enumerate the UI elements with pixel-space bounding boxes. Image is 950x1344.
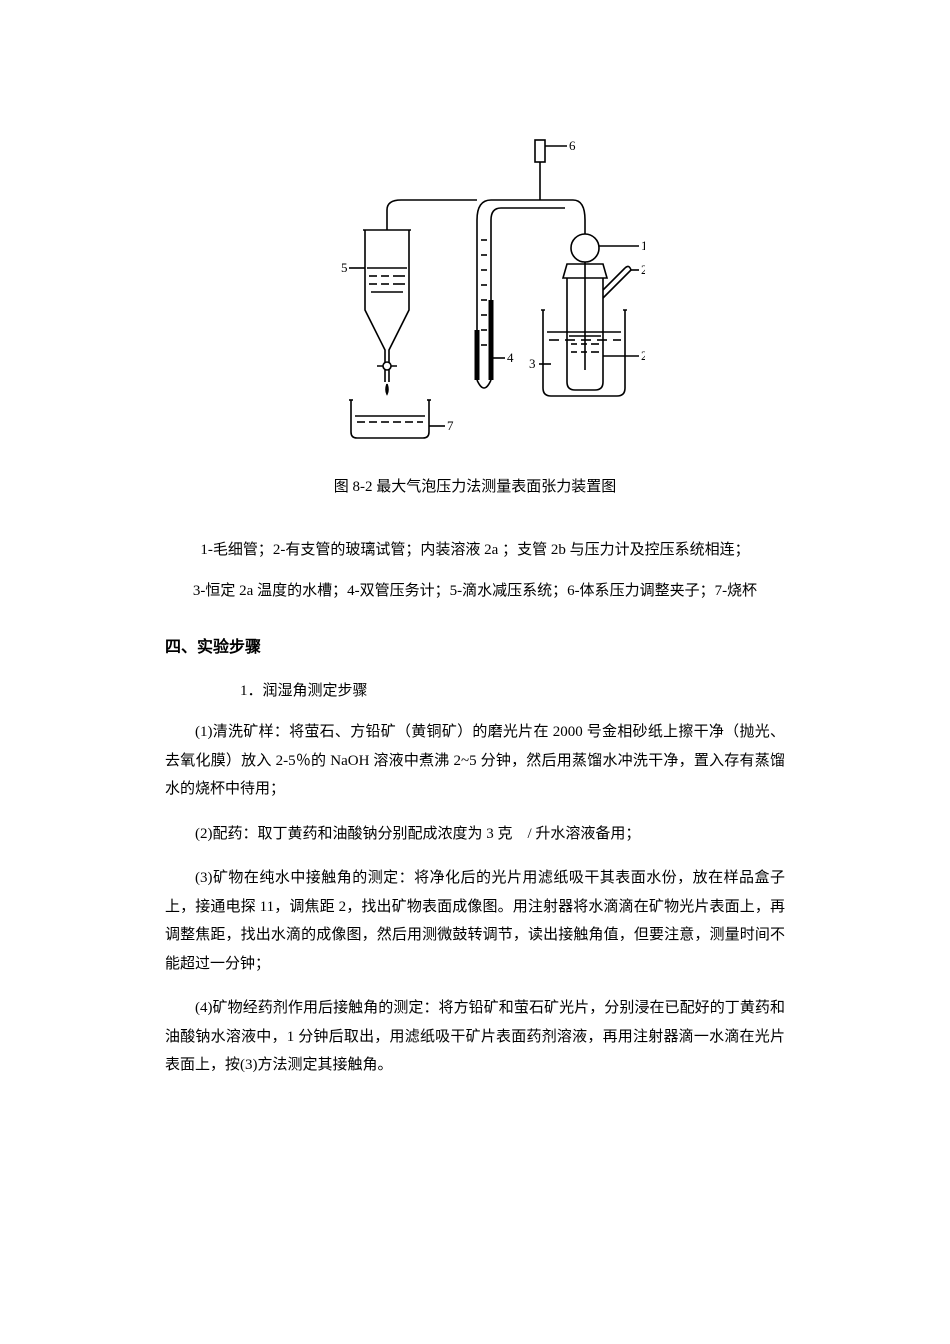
diagram-label-5: 5 [341, 260, 348, 275]
step-2: (2)配药：取丁黄药和油酸钠分别配成浓度为 3 克 / 升水溶液备用； [165, 820, 785, 849]
diagram-label-2b: 2b [641, 262, 645, 277]
figure-legend-line2: 3-恒定 2a 温度的水槽；4-双管压务计；5-滴水减压系统；6-体系压力调整夹… [165, 577, 785, 606]
diagram-label-4: 4 [507, 350, 514, 365]
figure-caption: 图 8-2 最大气泡压力法测量表面张力装置图 [165, 475, 785, 496]
apparatus-diagram: 1 2b 2a 3 4 5 6 7 [305, 100, 645, 440]
subheading-1: 1．润湿角测定步骤 [240, 679, 785, 700]
figure-legend-line1: 1-毛细管；2-有支管的玻璃试管；内装溶液 2a ；支管 2b 与压力计及控压系… [165, 536, 785, 565]
figure-8-2: 1 2b 2a 3 4 5 6 7 图 8-2 最大气泡压力法测量表面张力装置图 [165, 100, 785, 496]
step-3: (3)矿物在纯水中接触角的测定：将净化后的光片用滤纸吸干其表面水份，放在样品盒子… [165, 864, 785, 978]
diagram-label-1: 1 [641, 238, 645, 253]
document-page: 1 2b 2a 3 4 5 6 7 图 8-2 最大气泡压力法测量表面张力装置图… [0, 0, 950, 1344]
step-1: (1)清洗矿样：将萤石、方铅矿（黄铜矿）的磨光片在 2000 号金相砂纸上擦干净… [165, 718, 785, 804]
step-4: (4)矿物经药剂作用后接触角的测定：将方铅矿和萤石矿光片，分别浸在已配好的丁黄药… [165, 994, 785, 1080]
diagram-label-3: 3 [529, 356, 536, 371]
diagram-label-7: 7 [447, 418, 454, 433]
section-4-heading: 四、实验步骤 [165, 633, 785, 657]
diagram-label-6: 6 [569, 138, 576, 153]
diagram-label-2a: 2a [641, 348, 645, 363]
